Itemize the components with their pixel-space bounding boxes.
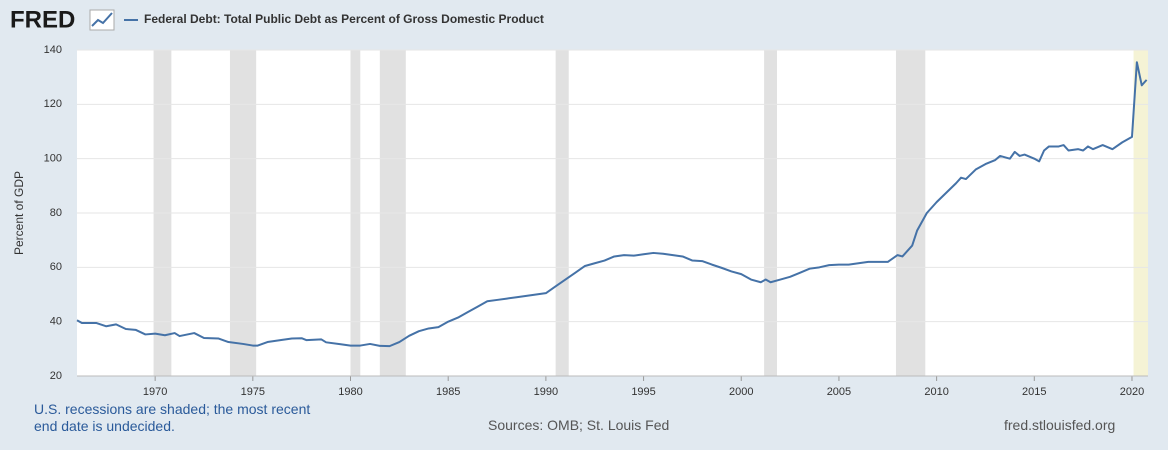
x-tick-label: 2010 — [924, 386, 948, 398]
x-tick-label: 1970 — [143, 386, 167, 398]
chart: FRED Federal Debt: Total Public Debt as … — [10, 6, 1148, 398]
source: Sources: OMB; St. Louis Fed — [488, 417, 670, 433]
logo: FRED — [10, 6, 75, 33]
x-tick-label: 2015 — [1022, 386, 1046, 398]
y-tick-label: 120 — [44, 98, 62, 110]
note: U.S. recessions are shaded; the most rec… — [34, 401, 311, 434]
y-tick-label: 140 — [44, 44, 62, 56]
y-tick-label: 80 — [50, 207, 62, 219]
x-tick-label: 1980 — [338, 386, 362, 398]
logo-icon — [89, 9, 115, 31]
legend-label: Federal Debt: Total Public Debt as Perce… — [144, 12, 544, 26]
x-tick-label: 2000 — [729, 386, 753, 398]
series-line — [76, 61, 1148, 348]
y-axis-label: Percent of GDP — [12, 171, 26, 255]
x-tick-label: 1990 — [534, 386, 558, 398]
y-tick-label: 40 — [50, 316, 62, 328]
x-tick-label: 1995 — [631, 386, 655, 398]
site: fred.stlouisfed.org — [1004, 417, 1116, 433]
x-tick-label: 1985 — [436, 386, 460, 398]
y-tick-label: 20 — [50, 370, 62, 382]
x-tick-label: 1975 — [241, 386, 265, 398]
y-tick-label: 60 — [50, 261, 62, 273]
x-tick-label: 2020 — [1120, 386, 1144, 398]
y-tick-label: 100 — [44, 153, 62, 165]
x-tick-label: 2005 — [827, 386, 851, 398]
